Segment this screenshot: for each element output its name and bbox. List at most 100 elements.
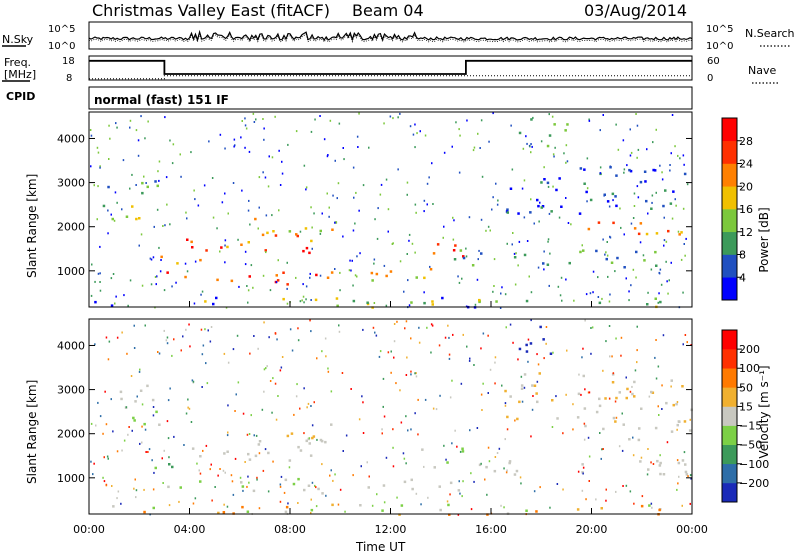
power-cell (204, 300, 207, 303)
power-cell (415, 211, 417, 214)
velocity-cell (614, 400, 617, 403)
power-cell (403, 290, 405, 293)
power-cell (492, 196, 494, 199)
velocity-cell (325, 355, 327, 358)
power-cell (264, 249, 267, 252)
power-cell (643, 170, 647, 173)
velocity-cell (313, 401, 315, 404)
velocity-cell (480, 393, 483, 396)
velocity-cell (152, 414, 155, 417)
velocity-cell (602, 448, 604, 450)
velocity-cell (222, 469, 225, 472)
power-cell (432, 203, 434, 205)
velocity-cell (539, 325, 542, 329)
power-cell (227, 212, 229, 215)
power-cell (107, 232, 109, 235)
noise-search-label: N.Search (745, 27, 795, 40)
velocity-cell (133, 487, 135, 490)
velocity-cell (152, 406, 155, 408)
velocity-cell (241, 505, 244, 509)
power-cell (166, 271, 169, 274)
power-cell (338, 122, 341, 125)
velocity-cell (638, 427, 641, 430)
power-cell (336, 197, 338, 200)
velocity-cell (103, 480, 106, 483)
power-cell (523, 216, 526, 219)
velocity-cell (670, 430, 674, 433)
power-cell (385, 274, 388, 278)
power-cell (169, 139, 171, 142)
velocity-cell (405, 462, 407, 465)
power-cell (589, 292, 592, 295)
power-cell (157, 170, 159, 173)
power-cell (655, 191, 657, 194)
velocity-cell (329, 474, 331, 477)
power-cell (511, 168, 514, 171)
velocity-cell (327, 367, 329, 370)
power-cell (485, 229, 487, 232)
power-cell (683, 163, 685, 166)
power-cell (647, 212, 649, 215)
power-cell (455, 121, 457, 124)
velocity-cell (231, 480, 234, 483)
power-cell (323, 138, 326, 141)
velocity-cell (315, 505, 318, 508)
velocity-cell (405, 320, 408, 323)
velocity-cell (244, 461, 246, 463)
velocity-cell (562, 432, 564, 435)
velocity-cell (271, 411, 273, 414)
power-cell (180, 175, 182, 178)
power-cell (530, 143, 532, 145)
power-cell (530, 198, 532, 201)
power-cell (542, 262, 545, 265)
power-cell (309, 272, 311, 275)
power-cell (281, 160, 283, 163)
power-cell (412, 133, 415, 136)
power-cell (310, 130, 313, 133)
power-cell (429, 265, 431, 268)
power-panel: 1000 2000 3000 4000 Slant Range [km] (25, 111, 693, 309)
power-cell (314, 118, 316, 121)
velocity-cell (303, 488, 306, 492)
velocity-y-tick-label: 1000 (57, 472, 85, 485)
velocity-cell (414, 412, 416, 415)
velocity-cell (650, 390, 653, 394)
power-cell (478, 298, 481, 302)
power-cell (153, 225, 155, 228)
velocity-cell (321, 463, 323, 466)
power-cell (436, 243, 440, 246)
power-cell (459, 249, 463, 252)
velocity-cell (632, 436, 634, 439)
power-colorbar-tick-label: 8 (739, 249, 746, 262)
power-cell (408, 239, 410, 242)
velocity-cell (527, 360, 529, 363)
power-cell (305, 298, 307, 301)
power-cell (521, 187, 524, 190)
freq-label-line1: Freq. (4, 56, 31, 69)
power-cell (678, 233, 681, 236)
velocity-cell (420, 503, 422, 506)
velocity-cell (325, 494, 327, 497)
velocity-cell (518, 347, 522, 351)
power-cell (672, 190, 675, 193)
power-cell (277, 259, 279, 262)
power-cell (473, 146, 476, 149)
power-cell (411, 242, 414, 245)
velocity-cell (151, 398, 155, 402)
velocity-cell (205, 362, 207, 365)
velocity-cell (321, 350, 323, 353)
power-cell (358, 112, 360, 115)
velocity-cell (476, 427, 479, 429)
velocity-cell (523, 386, 526, 389)
velocity-cell (289, 328, 292, 331)
power-cell (310, 299, 312, 301)
velocity-colorbar: 200 100 50 15 −15 −50 −100 −200 (721, 329, 769, 503)
velocity-cell (310, 508, 314, 512)
power-cell (458, 128, 460, 131)
power-cell (622, 139, 625, 142)
velocity-cell (152, 506, 155, 510)
velocity-cell (362, 328, 364, 331)
power-cell (371, 279, 374, 282)
power-cell (140, 115, 142, 118)
power-cell (266, 231, 269, 235)
